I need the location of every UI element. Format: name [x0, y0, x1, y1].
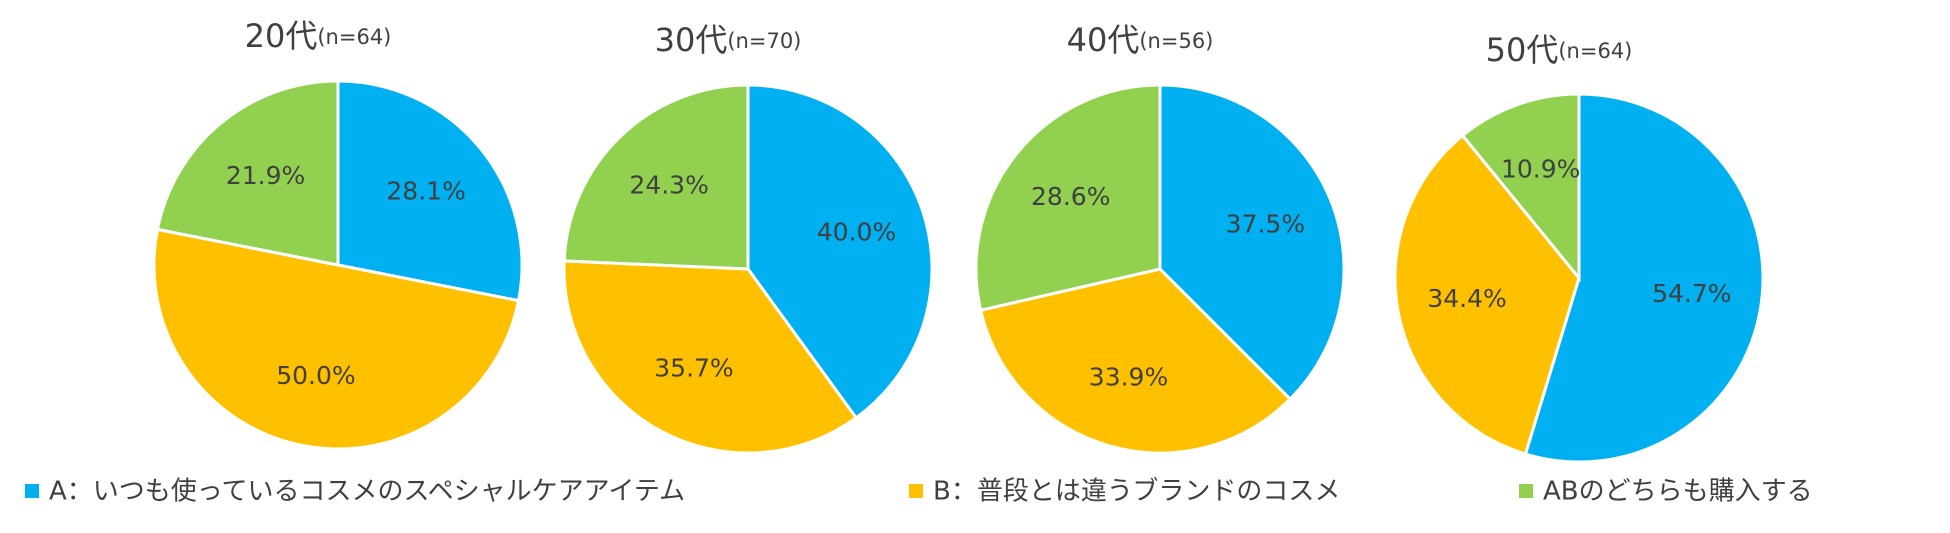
chart-title: 30代(n=70)	[655, 21, 802, 59]
title-text: 20代	[245, 17, 318, 55]
data-label: 33.9%	[1089, 363, 1168, 392]
pie-slice	[562, 83, 750, 271]
pie-slice	[152, 227, 521, 451]
data-label: 50.0%	[276, 361, 355, 390]
pie-slice	[1158, 83, 1346, 402]
legend-swatch	[25, 484, 39, 498]
data-label: 10.9%	[1501, 155, 1580, 184]
pie-slice	[1393, 133, 1581, 456]
legend-swatch	[1519, 484, 1533, 498]
pie-slice	[562, 259, 859, 455]
pie-slice	[1523, 92, 1765, 464]
legend-swatch	[909, 484, 923, 498]
pie-slice	[974, 83, 1162, 313]
legend-label: A：いつも使っているコスメのスペシャルケアアイテム	[49, 477, 685, 507]
data-label: 28.6%	[1031, 182, 1110, 211]
pie-slice	[336, 79, 524, 303]
data-label: 24.3%	[629, 171, 708, 200]
title-text: 40代	[1067, 21, 1140, 59]
title-text: 50代	[1486, 31, 1559, 69]
subtitle-text: (n=64)	[317, 25, 391, 49]
data-label: 40.0%	[817, 218, 896, 247]
data-label: 54.7%	[1652, 279, 1731, 308]
subtitle-text: (n=56)	[1139, 29, 1213, 53]
pie-slice	[1460, 92, 1581, 283]
chart-title: 50代(n=64)	[1486, 31, 1633, 69]
pie-slice	[746, 83, 934, 420]
legend-label: B：普段とは違うブランドのコスメ	[933, 477, 1340, 507]
legend-label: ABのどちらも購入する	[1543, 477, 1813, 507]
data-label: 21.9%	[226, 161, 305, 190]
pie-slice	[155, 79, 340, 267]
data-label: 37.5%	[1226, 209, 1305, 238]
subtitle-text: (n=64)	[1558, 39, 1632, 63]
data-label: 35.7%	[654, 353, 733, 382]
data-label: 34.4%	[1427, 284, 1506, 313]
data-label: 28.1%	[386, 177, 465, 206]
chart-title: 40代(n=56)	[1067, 21, 1214, 59]
chart-title: 20代(n=64)	[245, 17, 392, 55]
subtitle-text: (n=70)	[727, 29, 801, 53]
pie-slice	[978, 267, 1293, 455]
title-text: 30代	[655, 21, 728, 59]
